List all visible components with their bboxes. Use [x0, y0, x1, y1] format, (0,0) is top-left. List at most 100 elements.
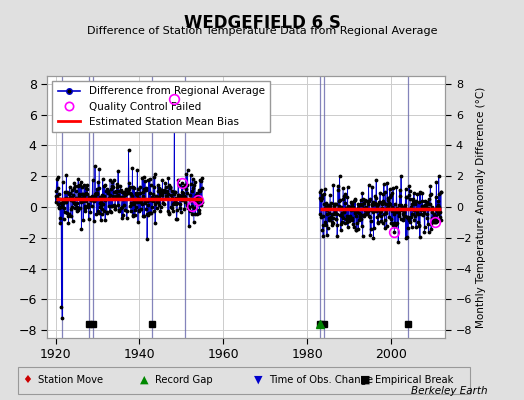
Point — [354, 225, 362, 232]
Point — [412, 224, 420, 230]
Point — [347, 203, 355, 210]
Point — [131, 207, 139, 213]
Point — [86, 196, 95, 203]
Point — [143, 198, 151, 204]
Point — [411, 213, 420, 220]
Point — [389, 185, 397, 192]
Point — [53, 195, 61, 201]
Point — [81, 208, 89, 214]
Point — [320, 205, 329, 212]
Point — [70, 184, 78, 191]
Point — [166, 184, 174, 191]
Point — [88, 197, 96, 204]
Point — [400, 212, 409, 219]
Point — [410, 217, 419, 223]
Point — [361, 207, 369, 214]
Point — [198, 175, 206, 181]
Point — [125, 184, 134, 191]
Point — [349, 221, 357, 227]
Point — [194, 187, 203, 194]
Point — [111, 206, 119, 212]
Point — [82, 186, 91, 192]
Point — [374, 200, 382, 207]
Point — [136, 198, 144, 205]
Point — [114, 192, 123, 198]
Point — [117, 194, 125, 201]
Point — [385, 213, 394, 220]
Point — [343, 184, 352, 190]
Point — [168, 205, 176, 212]
Point — [79, 216, 88, 223]
Legend: Difference from Regional Average, Quality Control Failed, Estimated Station Mean: Difference from Regional Average, Qualit… — [52, 81, 270, 132]
Point — [386, 194, 395, 200]
Point — [357, 216, 365, 222]
Point — [127, 200, 136, 206]
Point — [380, 211, 388, 218]
Point — [90, 194, 99, 200]
Point — [107, 203, 116, 210]
Point — [127, 201, 136, 207]
Point — [77, 179, 85, 186]
Point — [181, 194, 189, 200]
Point — [317, 187, 325, 193]
Point — [403, 214, 411, 220]
Point — [399, 211, 407, 218]
Point — [342, 216, 350, 222]
Point — [90, 198, 98, 204]
Point — [364, 182, 373, 188]
Point — [52, 188, 60, 194]
Point — [155, 202, 163, 208]
Point — [92, 211, 101, 217]
Point — [369, 207, 378, 214]
Point — [192, 192, 200, 198]
Point — [104, 203, 113, 210]
Point — [341, 220, 349, 226]
Point — [370, 193, 379, 199]
Point — [59, 216, 68, 222]
Point — [433, 207, 441, 214]
Point — [357, 222, 366, 229]
Point — [429, 206, 438, 212]
Point — [425, 201, 434, 208]
Point — [412, 208, 421, 215]
Point — [70, 200, 78, 206]
Point — [130, 212, 139, 218]
Point — [108, 203, 117, 209]
Point — [334, 187, 342, 193]
Point — [435, 214, 444, 221]
Point — [113, 195, 121, 202]
Point — [198, 198, 206, 205]
Point — [157, 204, 165, 210]
Point — [318, 195, 326, 201]
Point — [360, 213, 368, 220]
Point — [173, 207, 181, 213]
Point — [79, 191, 87, 197]
Point — [412, 197, 421, 204]
Point — [127, 208, 135, 214]
Point — [371, 200, 379, 207]
Point — [119, 193, 127, 200]
Point — [348, 204, 357, 210]
Point — [70, 180, 79, 186]
Point — [365, 213, 374, 220]
Point — [407, 224, 416, 230]
Point — [347, 217, 356, 223]
Point — [88, 203, 96, 209]
Point — [174, 182, 183, 188]
Point — [51, 193, 60, 199]
Point — [344, 218, 353, 224]
Point — [182, 202, 191, 209]
Point — [102, 196, 110, 202]
Text: Station Move: Station Move — [38, 374, 103, 385]
Point — [418, 190, 427, 196]
Point — [108, 178, 116, 185]
Point — [382, 210, 390, 216]
Point — [187, 198, 195, 204]
Point — [121, 191, 129, 198]
Point — [64, 220, 73, 226]
Point — [158, 192, 166, 199]
Point — [430, 211, 438, 218]
Point — [53, 174, 62, 180]
Point — [331, 201, 340, 207]
Y-axis label: Monthly Temperature Anomaly Difference (°C): Monthly Temperature Anomaly Difference (… — [476, 86, 486, 328]
